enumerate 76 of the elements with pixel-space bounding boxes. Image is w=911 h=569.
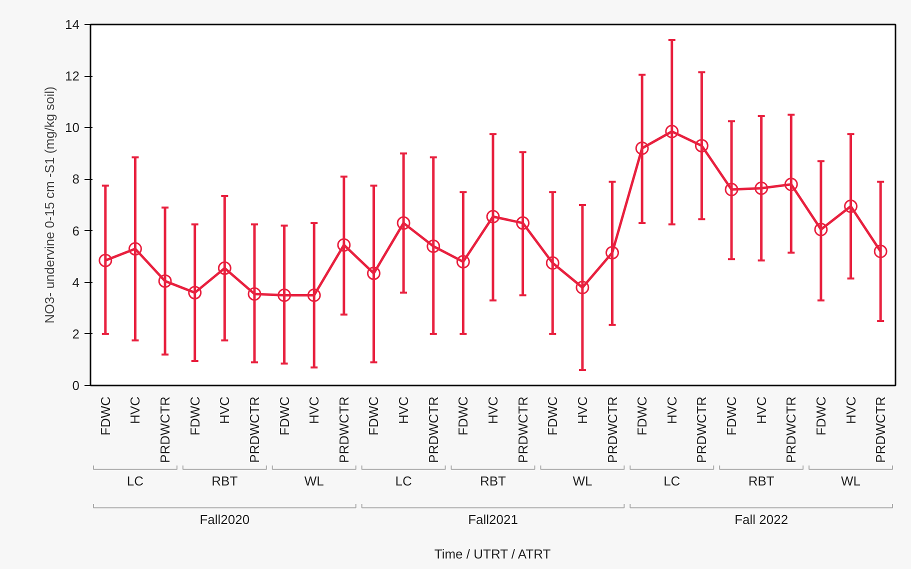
text: LC [126,473,144,488]
x-tick-label: HVC [306,396,322,424]
text: WL [304,473,324,488]
text: RBT [212,473,238,488]
point [98,254,112,268]
x-tick-label: HVC [217,396,232,424]
point [158,274,172,288]
y-tick-label: 4 [72,274,80,290]
point [606,246,620,260]
x-tick-label: HVC [486,396,500,424]
y-tick-label: 2 [72,326,80,342]
point [218,261,232,275]
y-tick-label: 14 [65,17,80,32]
point [486,210,500,224]
text: LC [664,473,680,488]
x-tick-label: HVC [396,396,412,424]
x-tick-label: PRDWCTR [158,396,173,463]
x-tick-label: FDWC [276,396,292,436]
point [694,138,708,152]
y-tick-label: 8 [72,172,80,187]
x-tick-label: PRDWCTR [515,396,530,463]
point [516,216,530,230]
x-tick-label: PRDWCTR [336,396,352,463]
x-tick-label: PRDWCTR [873,396,888,463]
text: RBT [480,473,506,488]
x-tick-label: PRDWCTR [426,396,441,463]
point [278,288,292,302]
y-tick-label: 6 [72,223,80,238]
x-tick-label: FDWC [724,396,740,436]
point [188,286,202,300]
x-tick-label: PRDWCTR [694,396,710,463]
y-axis-title: NO3- undervine 0-15 cm -S1 (mg/kg soil) [42,86,58,324]
x-tick-label: PRDWCTR [246,396,262,463]
point [635,142,649,156]
x-tick-label: PRDWCTR [604,396,620,463]
y-tick-label: 10 [65,120,80,136]
point [844,200,858,214]
x-tick-label: HVC [664,396,680,424]
text: Fall2021 [468,512,518,527]
text: WL [841,473,861,488]
point [665,124,679,138]
point [248,287,262,301]
x-tick-label: FDWC [545,396,560,436]
point [874,244,888,258]
y-tick-label: 12 [65,68,80,84]
x-tick-label: HVC [843,396,858,424]
point [128,242,142,256]
text: LC [395,473,412,488]
text: Fall2020 [200,512,250,527]
text: Time / UTRT / ATRT [434,546,551,562]
point [307,288,321,302]
point [426,240,440,253]
point [754,182,768,195]
text: Fall 2022 [734,512,788,527]
point [546,256,560,270]
x-tick-label: FDWC [813,396,828,436]
x-tick-label: HVC [128,396,143,424]
point [366,266,380,280]
point [396,216,410,230]
x-tick-label: HVC [754,396,769,424]
point [814,222,828,236]
text: RBT [748,473,774,488]
y-tick-label: 0 [72,378,80,393]
x-tick-label: FDWC [98,396,113,436]
x-tick-label: FDWC [366,396,382,436]
point [724,182,738,196]
point [576,280,590,294]
point [784,178,798,192]
text: WL [572,473,592,488]
point [456,254,470,268]
x-tick-label: FDWC [634,396,650,436]
x-tick-label: HVC [574,396,590,424]
x-tick-label: FDWC [187,396,202,436]
x-tick-label: PRDWCTR [784,396,799,463]
x-tick-label: FDWC [456,396,471,436]
point [337,238,351,252]
